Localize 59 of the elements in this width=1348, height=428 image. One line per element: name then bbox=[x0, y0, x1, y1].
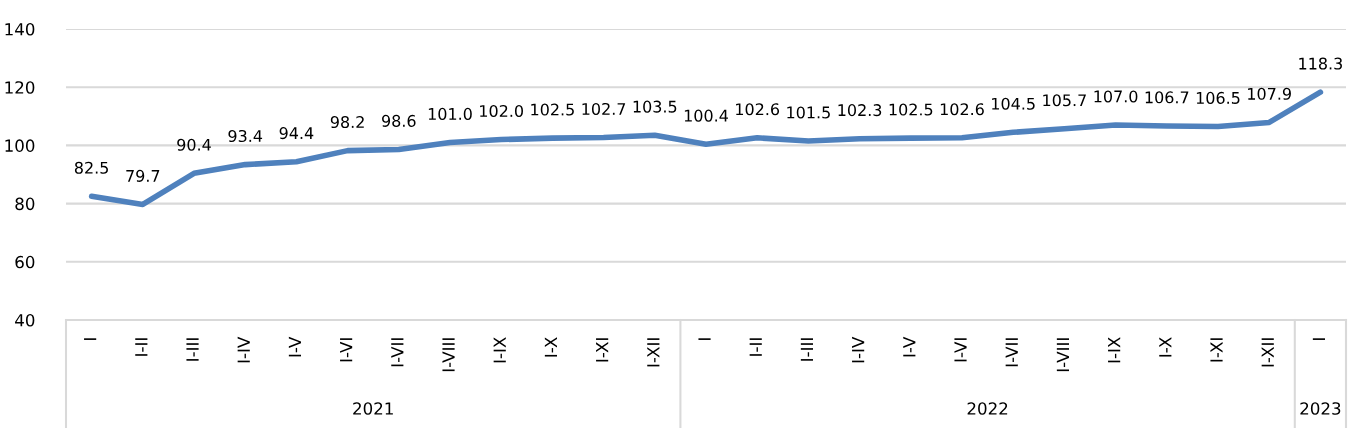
y-tick-label: 100 bbox=[5, 139, 35, 152]
data-label: 98.6 bbox=[382, 114, 416, 127]
x-tick-label: I-II bbox=[749, 338, 762, 356]
x-tick-label: I-III bbox=[800, 338, 813, 361]
x-tick-label: I-X bbox=[544, 337, 557, 357]
y-tick-label: 40 bbox=[15, 313, 35, 327]
data-label: 107.9 bbox=[1248, 87, 1291, 100]
y-tick-label: 140 bbox=[5, 22, 35, 36]
x-tick-label: I-V bbox=[903, 336, 916, 357]
x-tick-label: I-IX bbox=[1108, 337, 1121, 363]
data-label: 118.3 bbox=[1299, 57, 1342, 70]
x-tick-label: I-XI bbox=[1210, 338, 1223, 362]
x-tick-label: I-VIII bbox=[442, 338, 455, 372]
x-tick-label: I-VII bbox=[391, 338, 404, 367]
data-label: 93.4 bbox=[228, 129, 263, 143]
y-tick-label: 80 bbox=[15, 197, 35, 211]
data-label: 102.3 bbox=[838, 104, 882, 117]
x-tick-label: I bbox=[698, 338, 711, 340]
data-label: 102.5 bbox=[531, 103, 574, 116]
data-label: 98.2 bbox=[330, 116, 364, 129]
x-tick-label: I-VI bbox=[954, 338, 967, 362]
x-tick-label: I-V bbox=[288, 336, 301, 357]
data-label: 102.6 bbox=[736, 103, 780, 116]
x-tick-label: I-II bbox=[135, 338, 148, 356]
data-label: 104.5 bbox=[992, 97, 1035, 110]
data-label: 102.7 bbox=[582, 102, 626, 115]
y-tick-label: 60 bbox=[15, 255, 35, 269]
data-label: 79.7 bbox=[126, 169, 160, 182]
x-tick-label: I-VII bbox=[1005, 338, 1018, 367]
text: 2023 bbox=[1300, 402, 1341, 415]
data-label: 107.0 bbox=[1094, 90, 1138, 103]
x-tick-label: I-XII bbox=[1261, 338, 1274, 367]
data-label: 105.7 bbox=[1043, 94, 1086, 107]
x-tick-label: I-III bbox=[186, 338, 199, 361]
data-label: 100.4 bbox=[684, 109, 728, 122]
x-tick-label: I-IV bbox=[852, 336, 865, 363]
data-label: 102.5 bbox=[889, 103, 933, 116]
data-label: 102.0 bbox=[480, 104, 523, 118]
data-label: 101.5 bbox=[787, 106, 830, 119]
data-label: 106.7 bbox=[1145, 91, 1189, 104]
x-tick-label: I-VI bbox=[340, 338, 353, 362]
x-tick-label: I-XI bbox=[596, 338, 609, 362]
data-label: 106.5 bbox=[1196, 91, 1240, 104]
x-tick-label: I bbox=[84, 338, 97, 340]
x-tick-label: I-VIII bbox=[1056, 338, 1069, 372]
data-label: 102.6 bbox=[940, 103, 984, 116]
data-label: 82.5 bbox=[74, 161, 108, 174]
x-tick-label: I-IX bbox=[493, 337, 506, 363]
data-label: 103.5 bbox=[633, 100, 677, 113]
x-tick-label: I-X bbox=[1159, 337, 1172, 357]
data-label: 90.4 bbox=[177, 138, 211, 151]
x-tick-label: I bbox=[1312, 338, 1325, 340]
x-tick-label: I-IV bbox=[237, 336, 250, 363]
data-label: 94.4 bbox=[279, 127, 314, 140]
y-tick-label: 120 bbox=[5, 81, 35, 94]
data-label: 101.0 bbox=[428, 107, 472, 120]
text: 2021 bbox=[353, 402, 393, 415]
text: 2022 bbox=[967, 402, 1008, 415]
x-tick-label: I-XII bbox=[647, 338, 660, 367]
